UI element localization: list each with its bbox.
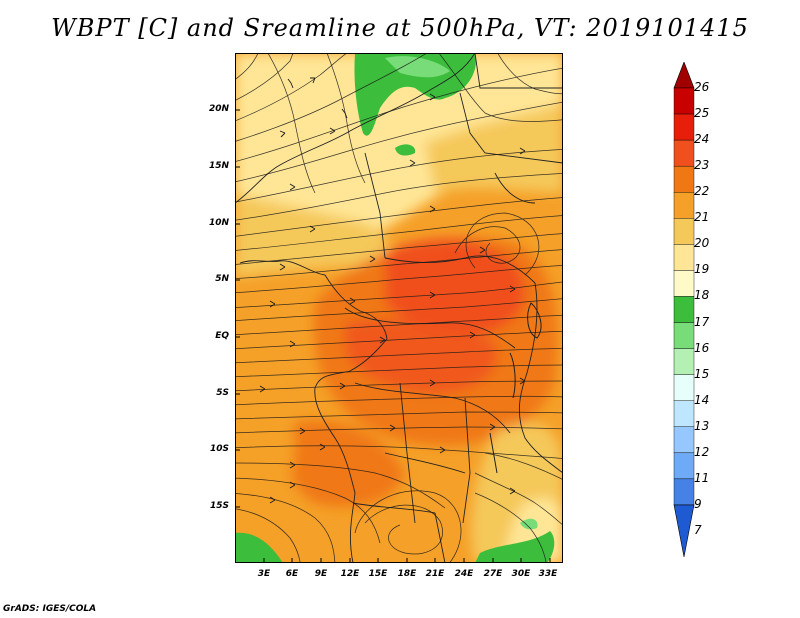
lon-label: 18E [397,569,417,579]
colorbar-swatch [673,192,695,219]
lat-label: EQ [215,331,229,341]
field-center-23 [345,319,497,393]
lat-label: 10S [209,444,229,454]
lat-label: 15N [208,161,229,171]
colorbar-label: 9 [694,496,702,511]
colorbar [673,62,695,557]
colorbar-swatch [673,139,695,167]
colorbar-label: 7 [694,523,702,537]
field-south-22 [284,420,405,507]
green-patch-southeast-light [520,518,538,530]
green-patch-north-light [385,56,450,78]
colorbar-label: 24 [694,132,710,147]
colorbar-swatch [673,452,695,480]
colorbar-label: 25 [694,106,710,121]
lon-label: 21E [425,569,445,579]
colorbar-swatch [673,113,695,141]
colorbar-swatch [673,322,695,349]
colorbar-label: 16 [694,340,710,355]
map-frame [235,53,563,563]
field-southwest-21 [235,353,295,563]
colorbar-swatch [673,400,695,427]
green-patch-southeast [475,531,555,563]
country-boundaries [235,53,563,563]
lon-label: 33E [538,569,558,579]
lon-label: 27E [483,569,503,579]
colorbar-label: 20 [694,236,710,251]
lon-label: 6E [285,569,299,579]
colorbar-label: 14 [694,392,710,407]
colorbar-label: 19 [694,262,710,277]
grads-credit: GrADS: IGES/COLA [3,604,97,614]
lat-label: 5N [215,274,229,284]
colorbar-label: 11 [694,470,710,485]
field-northeast-20 [425,103,563,193]
map-title: WBPT [C] and Sreamline at 500hPa, VT: 20… [51,14,749,42]
lat-label: 20N [208,104,229,114]
colorbar-swatch [673,426,695,454]
colorbar-label: 13 [694,418,710,433]
lat-label: 15S [209,501,229,511]
green-patch-north [354,53,476,136]
wbpt-streamline-map [235,53,563,563]
colorbar-bottom-triangle [673,504,695,557]
colorbar-swatch [673,374,695,401]
lon-label: 30E [511,569,531,579]
lon-label: 12E [340,569,360,579]
colorbar-label: 12 [694,444,710,459]
lat-label: 5S [216,388,229,398]
lon-label: 24E [454,569,474,579]
colorbar-label: 23 [694,158,710,173]
green-patch-southwest [235,532,283,563]
colorbar-swatch [673,478,695,506]
green-patch-mid [395,144,416,156]
colorbar-label: 15 [694,366,710,381]
colorbar-swatch [673,270,695,297]
axis-ticks [235,109,551,563]
streamlines [235,53,563,563]
colorbar-label: 22 [694,184,710,199]
lat-label: 10N [208,218,229,228]
colorbar-label: 21 [694,210,710,225]
lon-label: 3E [257,569,271,579]
colorbar-top-triangle [673,62,695,89]
colorbar-swatch [673,87,695,115]
colorbar-swatch [673,244,695,271]
colorbar-swatch [673,296,695,323]
colorbar-swatch [673,218,695,245]
lon-label: 9E [314,569,328,579]
colorbar-label: 17 [694,314,710,329]
colorbar-swatch [673,348,695,375]
lon-label: 15E [368,569,388,579]
colorbar-label: 26 [694,80,710,94]
streamline-arrows [259,77,526,504]
colorbar-label: 18 [694,288,710,303]
colorbar-swatch [673,165,695,193]
